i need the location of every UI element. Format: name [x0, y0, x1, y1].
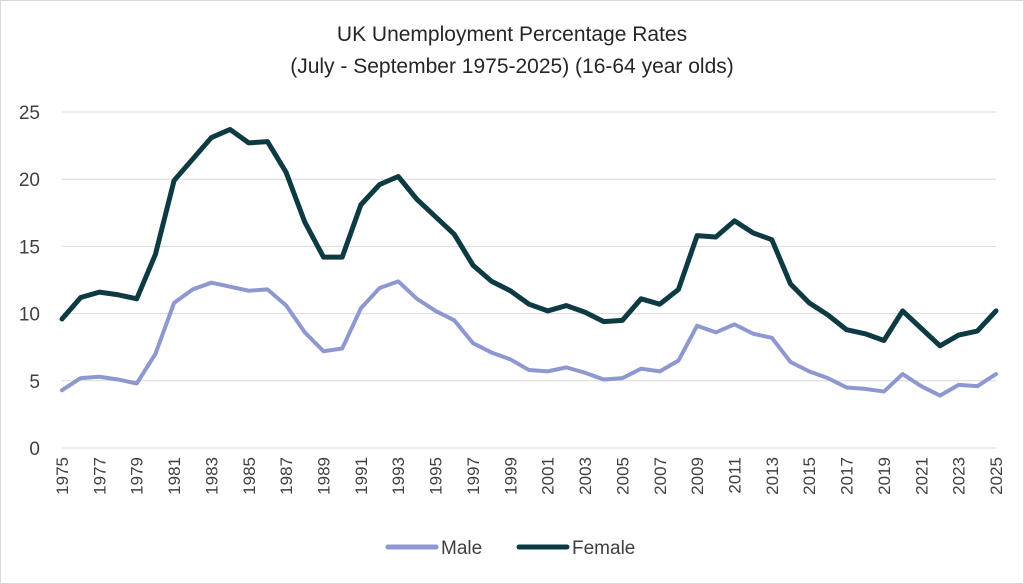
y-tick-label-15: 15 — [19, 237, 40, 258]
legend-female-label: Female — [572, 538, 635, 559]
x-tick-label-1991: 1991 — [352, 457, 371, 495]
x-tick-label-1989: 1989 — [315, 457, 334, 495]
x-tick-label-1993: 1993 — [389, 457, 408, 495]
x-tick-label-1975: 1975 — [53, 457, 72, 495]
x-tick-label-2023: 2023 — [950, 457, 969, 495]
x-tick-label-2007: 2007 — [651, 457, 670, 495]
x-tick-label-2019: 2019 — [875, 457, 894, 495]
chart-subtitle: (July - September 1975-2025) (16-64 year… — [290, 55, 734, 78]
chart-title: UK Unemployment Percentage Rates — [337, 23, 687, 46]
y-tick-label-10: 10 — [19, 305, 40, 326]
x-tick-label-1999: 1999 — [501, 457, 520, 495]
x-tick-label-2003: 2003 — [576, 457, 595, 495]
y-tick-label-25: 25 — [19, 103, 40, 124]
gridlines — [62, 111, 996, 449]
y-tick-label-5: 5 — [29, 372, 40, 393]
x-tick-label-1995: 1995 — [427, 457, 446, 495]
x-tick-label-2021: 2021 — [912, 457, 931, 495]
x-tick-label-2005: 2005 — [613, 457, 632, 495]
series-line-male — [60, 279, 998, 398]
y-tick-label-20: 20 — [19, 170, 40, 191]
x-tick-label-1977: 1977 — [90, 457, 109, 495]
y-tick-label-0: 0 — [29, 439, 40, 460]
x-tick-label-1985: 1985 — [240, 457, 259, 495]
x-tick-label-2015: 2015 — [800, 457, 819, 495]
x-tick-label-1983: 1983 — [202, 457, 221, 495]
x-tick-label-2025: 2025 — [987, 457, 1006, 495]
x-axis-ticks: 1975 1977 1979 1981 1983 1985 1987 1989 1991 1993… — [53, 457, 1006, 495]
x-tick-label-2011: 2011 — [725, 457, 744, 494]
y-axis-ticks: 0 5 10 15 20 25 — [19, 103, 40, 460]
x-tick-label-1979: 1979 — [128, 457, 147, 495]
x-tick-label-2001: 2001 — [539, 457, 558, 495]
series-lines — [59, 126, 999, 398]
legend: Male Female — [385, 538, 635, 559]
x-tick-label-1997: 1997 — [464, 457, 483, 495]
x-tick-label-2009: 2009 — [688, 457, 707, 495]
x-tick-label-2013: 2013 — [763, 457, 782, 495]
x-tick-label-2017: 2017 — [838, 457, 857, 495]
legend-male-label: Male — [441, 538, 482, 559]
x-tick-label-1987: 1987 — [277, 457, 296, 495]
x-tick-label-1981: 1981 — [165, 457, 184, 495]
